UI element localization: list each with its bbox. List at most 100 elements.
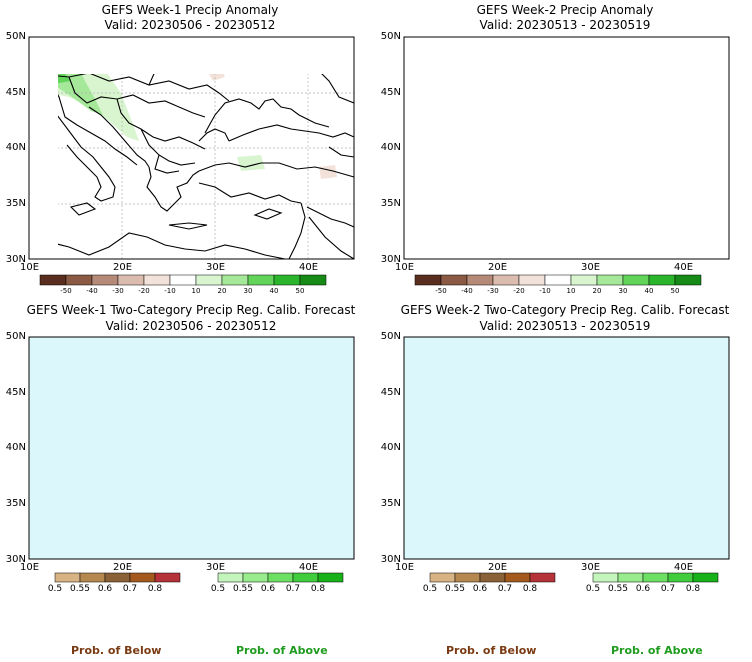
prob-above-colorbar-label: 0.55 [607, 584, 629, 594]
prob-above-colorbar-2 [592, 572, 719, 583]
panel-4-title: GEFS Week-2 Two-Category Precip Reg. Cal… [400, 303, 730, 317]
lat-label: 35N [380, 198, 401, 209]
panel-3-title: GEFS Week-1 Two-Category Precip Reg. Cal… [26, 303, 356, 317]
anomaly-colorbar-label: -30 [487, 287, 499, 295]
lon-label: 20E [113, 562, 133, 573]
anomaly-colorbar-label: -10 [164, 287, 176, 295]
anomaly-colorbar-swatch [169, 274, 197, 286]
anomaly-colorbar-swatch [648, 274, 676, 286]
prob-below-colorbar-label: 0.8 [522, 584, 538, 594]
lon-label: 30E [206, 562, 226, 573]
legend-prob-above-1: Prob. of Above [236, 644, 328, 657]
anomaly-colorbar-label: -30 [112, 287, 124, 295]
anomaly-colorbar-swatch [518, 274, 546, 286]
map-panel-1 [28, 36, 355, 260]
panel-1-title: GEFS Week-1 Precip Anomaly [101, 3, 279, 17]
legend-prob-below-2: Prob. of Below [446, 644, 537, 657]
lon-label: 40E [674, 262, 694, 273]
anomaly-colorbar-swatch [492, 274, 520, 286]
prob-below-colorbar-label: 0.6 [472, 584, 488, 594]
lon-label: 40E [299, 262, 319, 273]
anomaly-colorbar-swatch [596, 274, 624, 286]
anomaly-colorbar-label: 40 [644, 287, 654, 295]
lon-label: 10E [20, 562, 40, 573]
prob-above-colorbar-label: 0.7 [660, 584, 676, 594]
anomaly-colorbar-label: 10 [566, 287, 576, 295]
prob-below-colorbar-swatch [54, 572, 81, 583]
anomaly-colorbar-swatch [65, 274, 93, 286]
lat-label: 30N [380, 554, 401, 565]
prob-below-colorbar-swatch [504, 572, 531, 583]
anomaly-colorbar-swatch [440, 274, 468, 286]
panel-2-valid: Valid: 20230513 - 20230519 [479, 18, 651, 32]
prob-below-colorbar-label: 0.55 [69, 584, 91, 594]
prob-below-colorbar-label: 0.5 [422, 584, 438, 594]
prob-above-colorbar-label: 0.6 [635, 584, 651, 594]
anomaly-colorbar-label: -50 [435, 287, 447, 295]
prob-below-colorbar-swatch [479, 572, 506, 583]
lat-label: 40N [380, 442, 401, 453]
anomaly-colorbar-2 [414, 274, 702, 286]
lat-label: 40N [5, 142, 26, 153]
anomaly-colorbar-1 [39, 274, 327, 286]
prob-above-colorbar-swatch [292, 572, 319, 583]
prob-below-colorbar-label: 0.7 [497, 584, 513, 594]
lon-label: 20E [488, 262, 508, 273]
prob-above-colorbar-label: 0.5 [585, 584, 601, 594]
anomaly-colorbar-swatch [117, 274, 145, 286]
lat-label: 50N [380, 331, 401, 342]
anomaly-colorbar-label: 50 [295, 287, 305, 295]
lat-label: 30N [5, 554, 26, 565]
prob-below-colorbar-swatch [104, 572, 131, 583]
anomaly-colorbar-swatch [674, 274, 702, 286]
map-panel-4 [403, 336, 730, 560]
prob-below-colorbar-swatch [79, 572, 106, 583]
anomaly-colorbar-label: -40 [86, 287, 98, 295]
lon-label: 30E [206, 262, 226, 273]
prob-below-colorbar-swatch [154, 572, 181, 583]
prob-above-colorbar-swatch [692, 572, 719, 583]
anomaly-colorbar-swatch [247, 274, 275, 286]
lon-label: 20E [113, 262, 133, 273]
prob-above-colorbar-swatch [217, 572, 244, 583]
prob-above-colorbar-label: 0.8 [685, 584, 701, 594]
anomaly-colorbar-label: -20 [138, 287, 150, 295]
anomaly-colorbar-label: -10 [539, 287, 551, 295]
prob-above-colorbar-label: 0.7 [285, 584, 301, 594]
anomaly-colorbar-swatch [195, 274, 223, 286]
anomaly-colorbar-label: -40 [461, 287, 473, 295]
lat-label: 40N [5, 442, 26, 453]
anomaly-colorbar-swatch [466, 274, 494, 286]
anomaly-colorbar-label: 40 [269, 287, 279, 295]
lon-label: 20E [488, 562, 508, 573]
lat-label: 50N [5, 31, 26, 42]
anomaly-colorbar-swatch [544, 274, 572, 286]
panel-4-valid: Valid: 20230513 - 20230519 [479, 319, 651, 333]
prob-below-colorbar-2 [429, 572, 556, 583]
legend-prob-below-1: Prob. of Below [71, 644, 162, 657]
lat-label: 50N [380, 31, 401, 42]
lon-label: 40E [674, 562, 694, 573]
lat-label: 45N [5, 387, 26, 398]
anomaly-colorbar-label: -50 [60, 287, 72, 295]
lon-label: 30E [581, 262, 601, 273]
prob-above-colorbar-label: 0.55 [232, 584, 254, 594]
lat-label: 45N [380, 387, 401, 398]
lon-label: 30E [581, 562, 601, 573]
lat-label: 45N [5, 87, 26, 98]
anomaly-colorbar-swatch [299, 274, 327, 286]
lat-label: 30N [5, 254, 26, 265]
anomaly-colorbar-swatch [414, 274, 442, 286]
lon-label: 40E [299, 562, 319, 573]
prob-above-colorbar-swatch [667, 572, 694, 583]
anomaly-colorbar-label: 30 [618, 287, 628, 295]
prob-below-colorbar-label: 0.5 [47, 584, 63, 594]
anomaly-colorbar-swatch [273, 274, 301, 286]
lon-label: 10E [395, 262, 415, 273]
anomaly-colorbar-label: 20 [217, 287, 227, 295]
anomaly-colorbar-label: 20 [592, 287, 602, 295]
legend-prob-above-2: Prob. of Above [611, 644, 703, 657]
lat-label: 45N [380, 87, 401, 98]
prob-below-colorbar-label: 0.55 [444, 584, 466, 594]
lat-label: 35N [380, 498, 401, 509]
